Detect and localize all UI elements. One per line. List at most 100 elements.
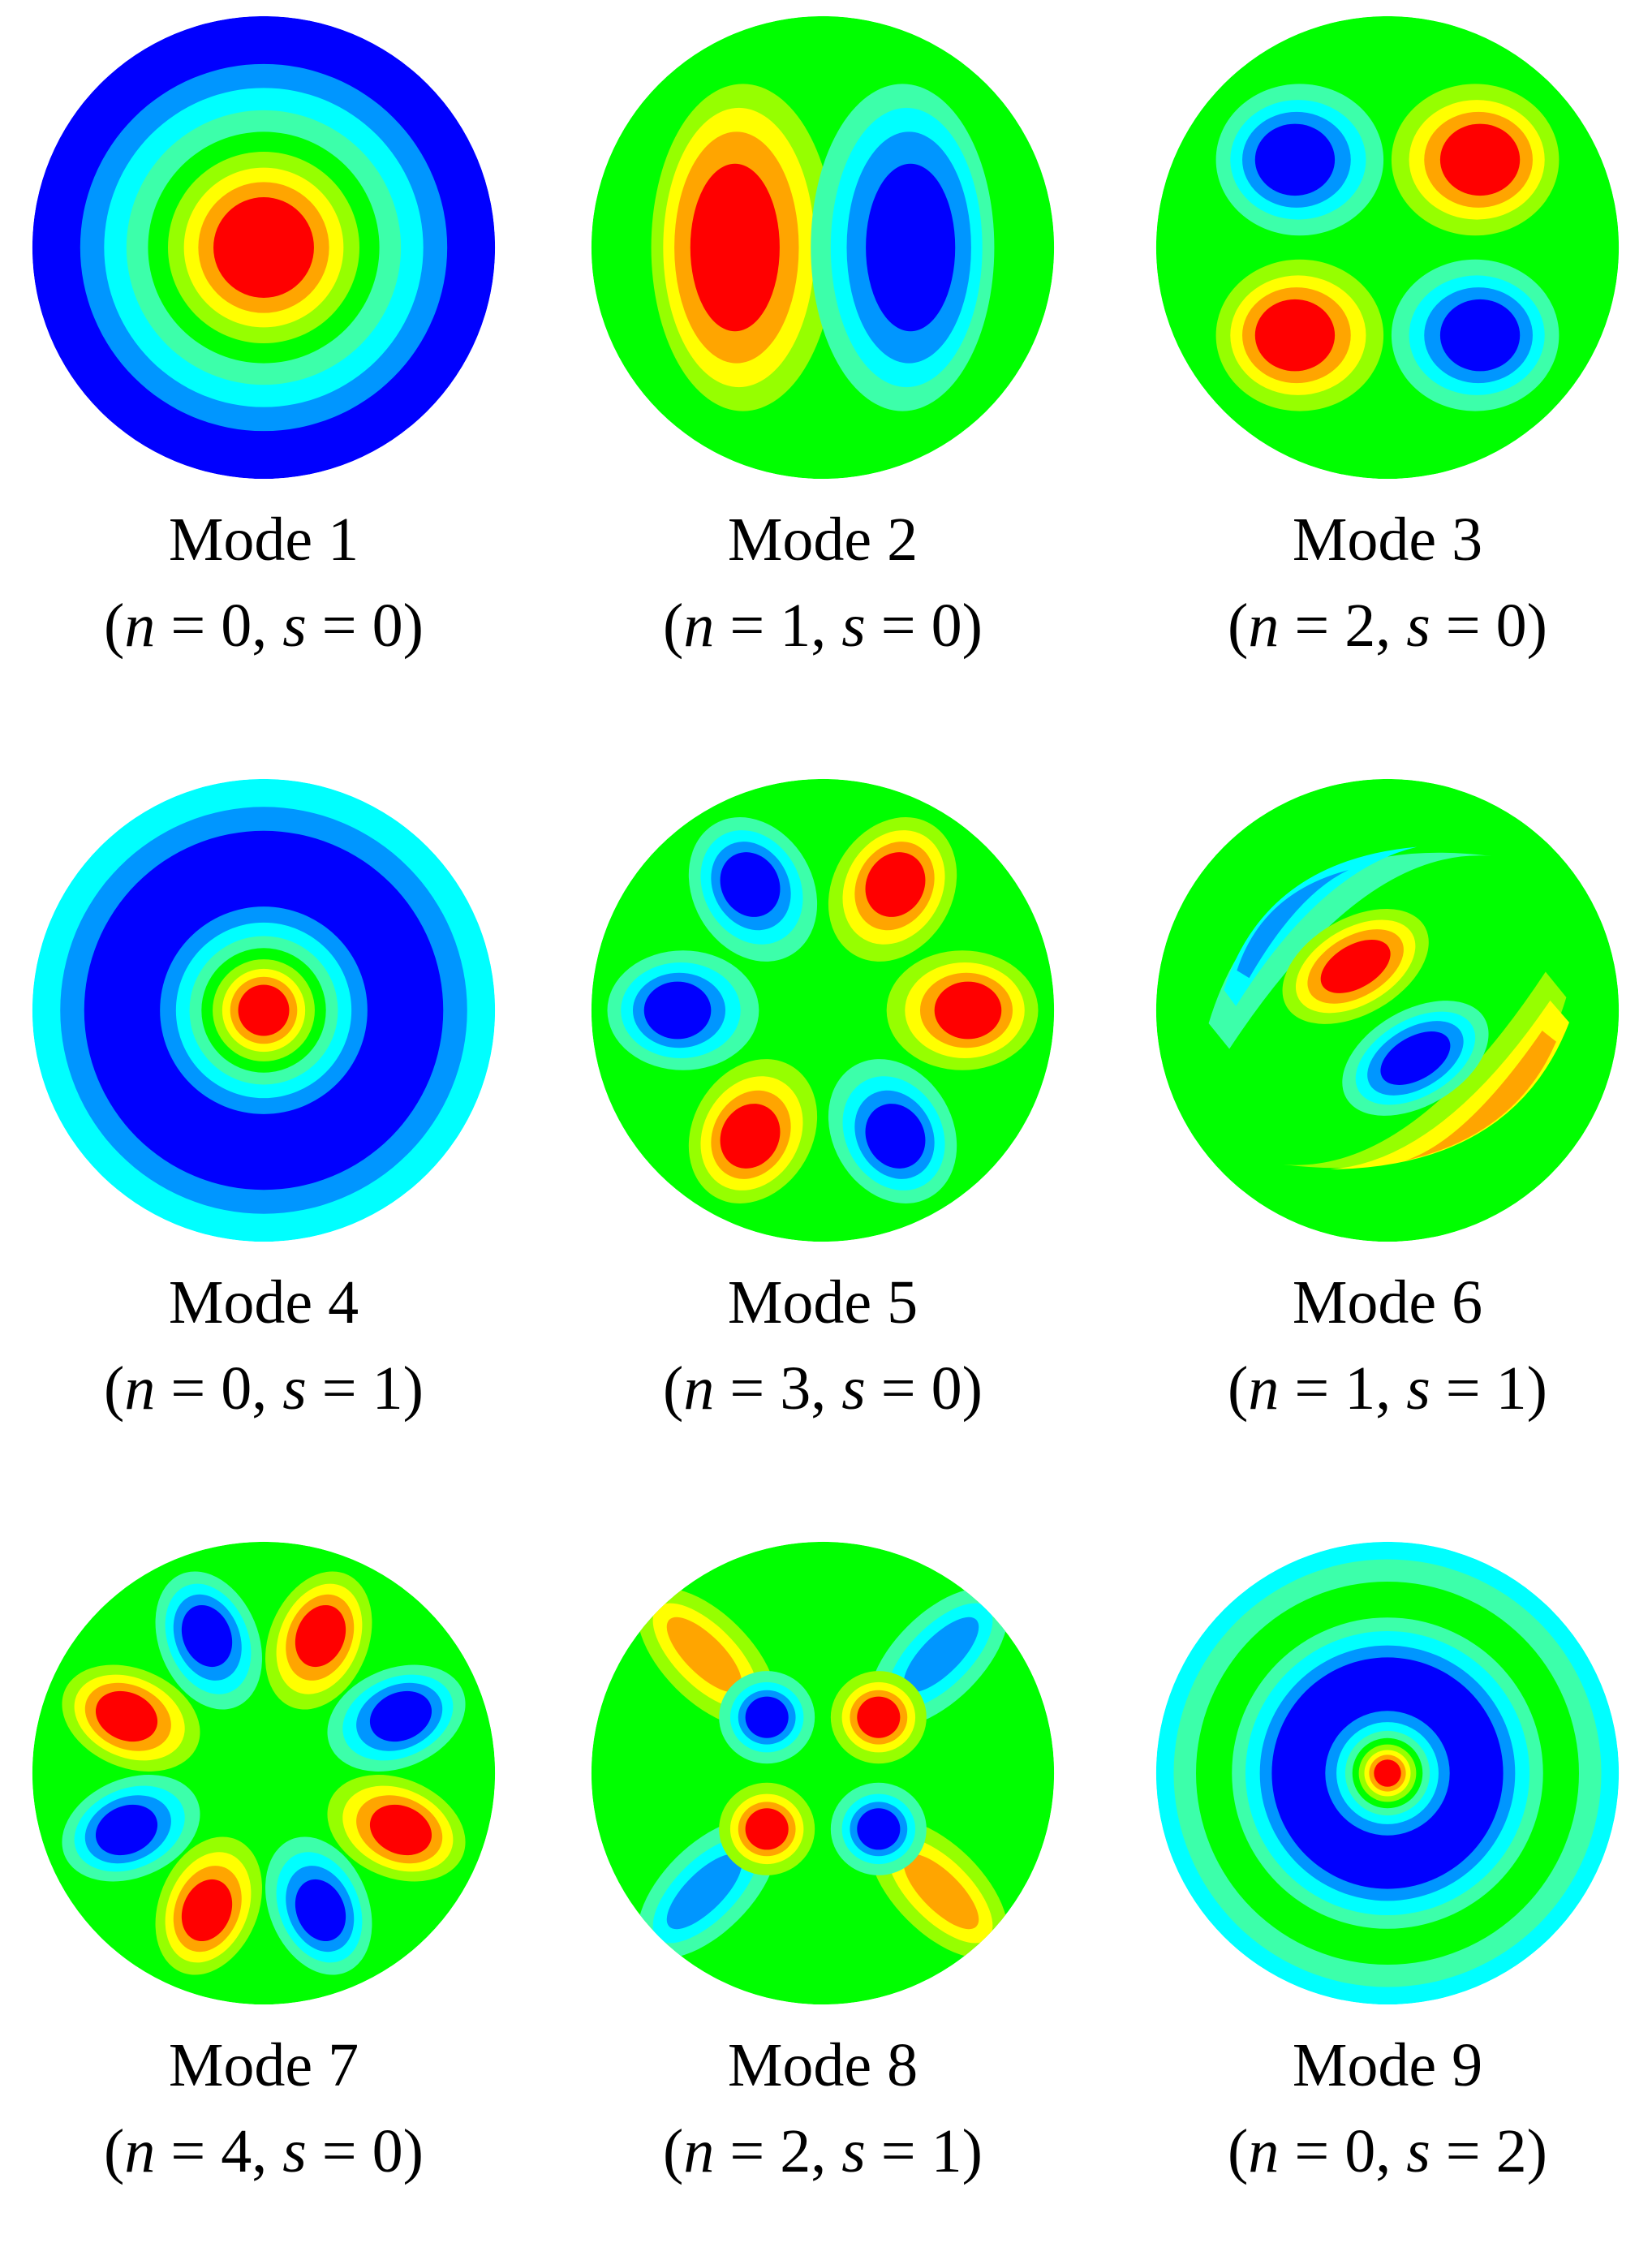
contour-band (903, 1617, 979, 1693)
s-value: 0 (931, 1354, 962, 1423)
s-value: 0 (372, 2117, 403, 2185)
contour-band (95, 1804, 158, 1856)
mode-disc (24, 8, 503, 487)
n-value: 0 (221, 1354, 252, 1423)
mode-label: Mode 7 (168, 2031, 359, 2099)
mode-label: Mode 1 (168, 506, 359, 574)
mode-params: (n = 1, s = 0) (663, 592, 983, 660)
mode-cell-5: Mode 5 (n = 3, s = 0) (547, 763, 1099, 1493)
n-value: 1 (1344, 1354, 1376, 1423)
s-value: 0 (1495, 592, 1527, 660)
s-symbol: s (841, 1354, 866, 1423)
contour-band (1439, 123, 1521, 196)
contour-band (369, 1804, 432, 1856)
contour-band (1254, 123, 1336, 196)
mode-2-contour (591, 15, 1055, 480)
equals-sign: = (321, 1354, 357, 1423)
contour-band (295, 1604, 346, 1668)
mode-label: Mode 4 (168, 1268, 359, 1337)
mode-params: (n = 3, s = 0) (663, 1354, 983, 1423)
mode-params: (n = 2, s = 1) (663, 2117, 983, 2185)
equals-sign: = (880, 2117, 916, 2185)
equals-sign: = (1294, 592, 1330, 660)
contour-band (1380, 1031, 1451, 1085)
contour-band (213, 197, 314, 298)
s-symbol: s (282, 592, 307, 660)
n-symbol: n (124, 592, 156, 660)
contour-band (745, 1808, 789, 1850)
mode-label: Mode 8 (727, 2031, 918, 2099)
equals-sign: = (729, 2117, 765, 2185)
s-symbol: s (841, 592, 866, 660)
equals-sign: = (880, 592, 916, 660)
contour-band (295, 1879, 346, 1942)
s-symbol: s (282, 1354, 307, 1423)
n-value: 1 (780, 592, 811, 660)
n-symbol: n (1248, 592, 1280, 660)
mode-5-contour (591, 778, 1055, 1242)
mode-params: (n = 1, s = 1) (1228, 1354, 1547, 1423)
mode-params: (n = 2, s = 0) (1228, 592, 1547, 660)
s-symbol: s (1406, 2117, 1430, 2185)
mode-params: (n = 0, s = 2) (1228, 2117, 1547, 2185)
mode-params: (n = 4, s = 0) (104, 2117, 424, 2185)
contour-band (857, 1808, 901, 1850)
s-symbol: s (282, 2117, 307, 2185)
equals-sign: = (170, 2117, 206, 2185)
n-symbol: n (1248, 1354, 1280, 1423)
s-symbol: s (841, 2117, 866, 2185)
mode-cell-7: Mode 7 (n = 4, s = 0) (0, 1526, 540, 2256)
contour-band (745, 1696, 789, 1738)
n-value: 0 (221, 592, 252, 660)
contour-band (181, 1879, 233, 1942)
s-value: 1 (931, 2117, 962, 2185)
mode-disc (24, 771, 503, 1250)
contour-band (690, 163, 780, 332)
contour-band (1237, 870, 1349, 979)
mode-8-contour (591, 1541, 1055, 2005)
contour-band (857, 1696, 901, 1738)
n-symbol: n (1248, 2117, 1280, 2185)
equals-sign: = (321, 2117, 357, 2185)
mode-3-contour (1155, 15, 1620, 480)
mode-cell-6: Mode 6 (n = 1, s = 1) (1112, 763, 1652, 1493)
mode-6-contour (1155, 778, 1620, 1242)
n-symbol: n (683, 1354, 715, 1423)
contour-band (666, 1617, 742, 1693)
mode-disc (1148, 8, 1627, 487)
contour-band (720, 1104, 781, 1169)
equals-sign: = (1445, 1354, 1481, 1423)
n-value: 0 (1344, 2117, 1376, 2185)
contour-band (369, 1690, 432, 1742)
contour-band (865, 852, 926, 917)
contour-band (934, 981, 1002, 1040)
equals-sign: = (1294, 1354, 1330, 1423)
mode-disc (583, 1534, 1062, 2013)
contour-band (238, 984, 290, 1036)
n-symbol: n (683, 2117, 715, 2185)
n-symbol: n (124, 1354, 156, 1423)
s-symbol: s (1406, 592, 1430, 660)
mode-disc (583, 771, 1062, 1250)
contour-band (1439, 299, 1521, 372)
mode-label: Mode 6 (1292, 1268, 1483, 1337)
mode-7-contour (32, 1541, 496, 2005)
equals-sign: = (1445, 592, 1481, 660)
equals-sign: = (1445, 2117, 1481, 2185)
mode-disc (583, 8, 1062, 487)
mode-cell-8: Mode 8 (n = 2, s = 1) (547, 1526, 1099, 2256)
mode-cell-3: Mode 3 (n = 2, s = 0) (1112, 0, 1652, 730)
n-symbol: n (683, 592, 715, 660)
contour-band (1155, 15, 1620, 480)
contour-band (95, 1690, 158, 1742)
n-value: 2 (1344, 592, 1376, 660)
n-symbol: n (124, 2117, 156, 2185)
contour-band (1254, 299, 1336, 372)
contour-band (720, 852, 781, 917)
equals-sign: = (170, 592, 206, 660)
n-value: 3 (780, 1354, 811, 1423)
mode-4-contour (32, 778, 496, 1242)
mode-disc (1148, 771, 1627, 1250)
equals-sign: = (880, 1354, 916, 1423)
equals-sign: = (170, 1354, 206, 1423)
